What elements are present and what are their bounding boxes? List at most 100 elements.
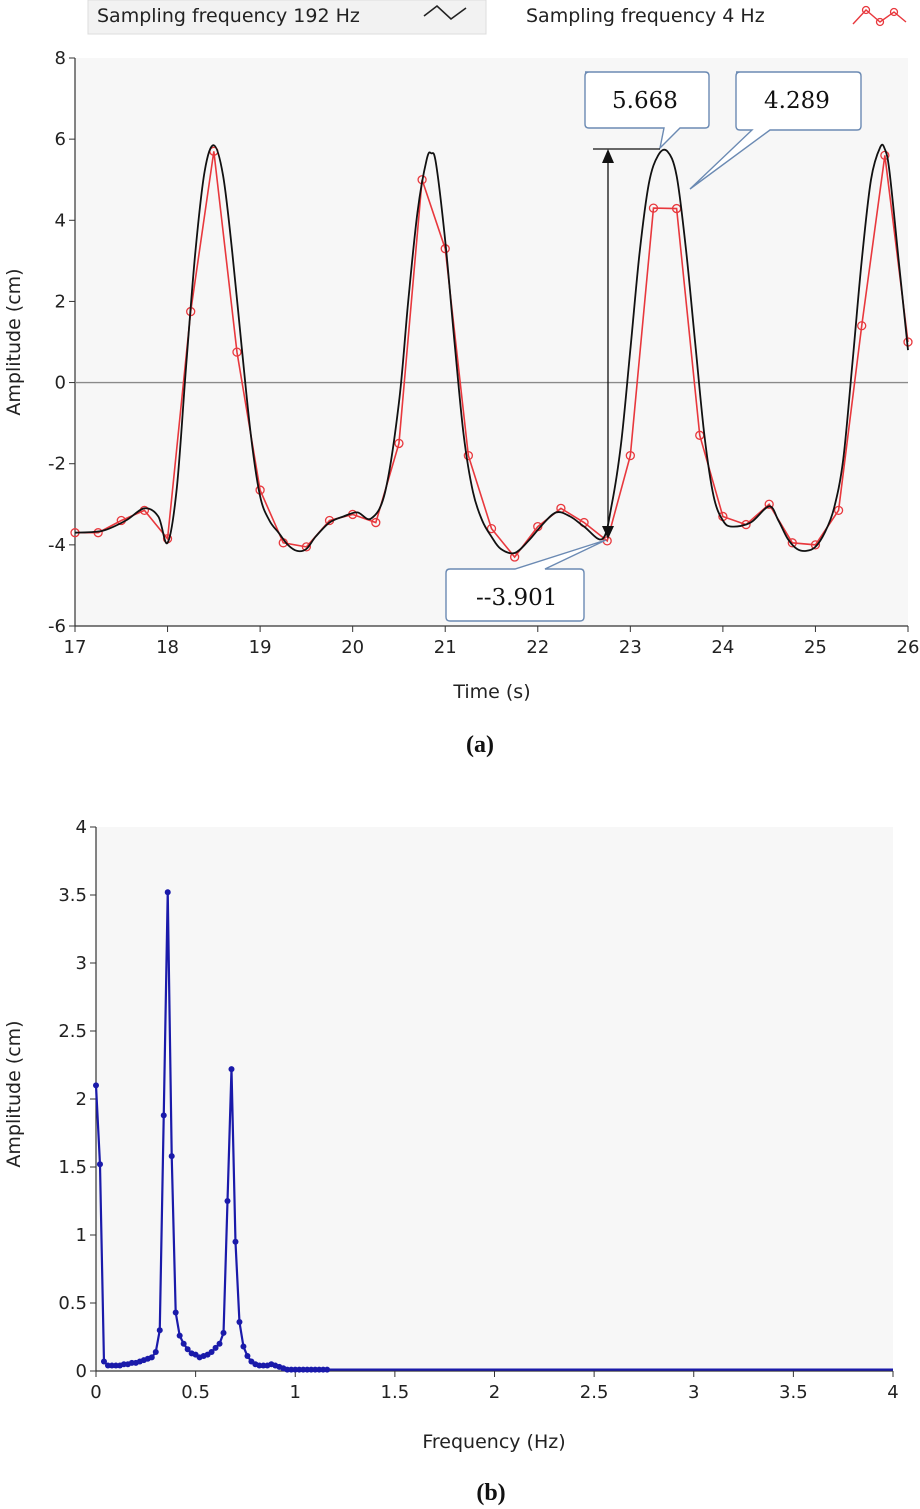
spectrum-point (236, 1319, 243, 1326)
spectrum-point (324, 1366, 331, 1373)
spectrum-point (228, 1066, 235, 1073)
data-point-4hz (625, 450, 635, 461)
caption-a: (a) (466, 732, 494, 758)
spectrum-point (152, 1348, 159, 1355)
callout-text-4289: 4.289 (764, 88, 830, 114)
b-x-tick-label: 1 (290, 1382, 301, 1403)
b-y-tick-label: 1 (76, 1225, 87, 1246)
b-y-tick-label: 1.5 (58, 1157, 87, 1178)
peak-to-trough-arrow (593, 148, 660, 539)
spectrum-point (240, 1343, 247, 1350)
spectrum-point (93, 1082, 99, 1089)
a-x-tick-label: 20 (341, 637, 364, 658)
a-y-tick-label: 8 (55, 48, 66, 69)
caption-b: (b) (476, 1480, 505, 1506)
a-y-tick-label: 2 (55, 291, 66, 312)
callout-5668: 5.668 (584, 71, 710, 151)
a-y-tick-label: 4 (55, 210, 66, 231)
series-a (70, 143, 913, 562)
legend-label-4: Sampling frequency 4 Hz (526, 5, 765, 27)
x-axis-label-b: Frequency (Hz) (422, 1431, 565, 1453)
spectrum-point (156, 1327, 163, 1334)
b-y-tick-label: 3.5 (58, 885, 87, 906)
legend-label-192: Sampling frequency 192 Hz (97, 5, 360, 27)
a-x-tick-label: 18 (156, 637, 179, 658)
spectrum-point (96, 1161, 103, 1168)
data-point-4hz (857, 321, 867, 331)
b-y-tick-label: 4 (76, 817, 87, 838)
b-y-tick-label: 0.5 (58, 1293, 87, 1314)
spectrum-point (160, 1112, 167, 1119)
data-point-4hz (764, 499, 774, 509)
data-point-4hz (648, 203, 659, 213)
a-x-tick-label: 25 (804, 637, 827, 658)
b-x-tick-label: 3.5 (779, 1382, 808, 1403)
b-y-tick-label: 0 (76, 1361, 87, 1382)
a-y-tick-label: 6 (55, 129, 66, 150)
spectrum-point (208, 1348, 215, 1355)
data-point-4hz (787, 538, 797, 548)
spectrum-point (232, 1238, 239, 1245)
legend: Sampling frequency 192 Hz Sampling frequ… (87, 0, 907, 35)
legend-swatch-4 (852, 5, 907, 27)
spectrum-point (184, 1346, 191, 1353)
a-x-tick-label: 24 (711, 637, 734, 658)
a-x-tick-label: 21 (434, 637, 457, 658)
spectrum-point (168, 1153, 175, 1160)
callout-text-3901: --3.901 (476, 585, 557, 611)
callout-text-5668: 5.668 (612, 88, 678, 114)
a-y-tick-label: -4 (48, 535, 66, 556)
data-point-4hz (741, 519, 751, 530)
a-y-tick-label: -2 (48, 454, 66, 475)
spectrum-point (212, 1344, 219, 1351)
spectrum-point (216, 1340, 223, 1347)
spectrum-point (176, 1332, 183, 1339)
y-axis-label-a: Amplitude (cm) (3, 268, 25, 415)
b-x-tick-label: 3 (688, 1382, 699, 1403)
series-line-192hz (74, 143, 909, 555)
b-x-tick-label: 0 (90, 1382, 101, 1403)
a-y-tick-label: -6 (48, 616, 66, 637)
spectrum-point (224, 1198, 231, 1204)
a-y-tick-label: 0 (55, 373, 66, 394)
data-point-4hz (371, 517, 381, 528)
data-point-4hz (486, 523, 497, 534)
b-y-tick-label: 2.5 (58, 1021, 87, 1042)
spectrum-point (220, 1329, 227, 1336)
data-point-4hz (394, 438, 404, 449)
b-x-tick-label: 0.5 (181, 1382, 210, 1403)
b-y-tick-label: 2 (76, 1089, 87, 1110)
b-x-tick-label: 2 (489, 1382, 500, 1403)
a-x-tick-label: 17 (64, 637, 87, 658)
b-y-tick-label: 3 (76, 953, 87, 974)
data-point-4hz (301, 542, 312, 552)
data-point-4hz (232, 347, 242, 357)
series-b (93, 889, 893, 1373)
axes-b: 0 0.5 1 1.5 2 2.5 3 3.5 4 4 3.5 3 2.5 2 1.5 1 0.5 0 (58, 817, 898, 1403)
plot-area-a (75, 58, 908, 626)
spectrum-point (244, 1353, 251, 1360)
a-x-tick-label: 26 (897, 637, 920, 658)
spectrum-point (164, 889, 171, 896)
plot-area-b (96, 827, 893, 1371)
data-point-4hz (833, 505, 844, 516)
b-x-tick-label: 4 (887, 1382, 898, 1403)
callout-3901: --3.901 (445, 539, 607, 622)
data-point-4hz (463, 450, 474, 461)
data-point-4hz (810, 540, 821, 550)
callout-4289: 4.289 (689, 71, 862, 190)
series-line-4hz (75, 151, 909, 559)
legend-swatch-192 (423, 4, 467, 21)
b-x-tick-label: 1.5 (381, 1382, 410, 1403)
spectrum-point (180, 1340, 187, 1347)
a-x-tick-label: 19 (249, 637, 272, 658)
spectrum-point (172, 1309, 179, 1316)
legend-box-192 (87, 0, 487, 35)
a-x-tick-label: 23 (619, 637, 642, 658)
spectrum-point (148, 1354, 155, 1361)
callouts: 5.668 4.289 --3.901 (445, 71, 862, 622)
a-x-tick-label: 22 (526, 637, 549, 658)
x-axis-label-a: Time (s) (452, 681, 530, 703)
